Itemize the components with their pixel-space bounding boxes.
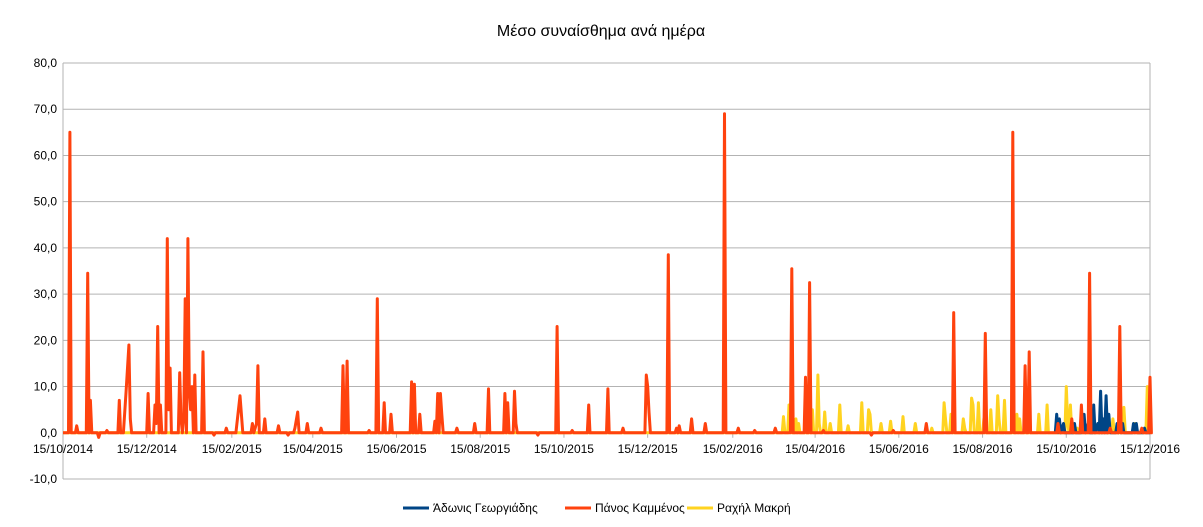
legend-label: Πάνος Καμμένος: [595, 501, 685, 515]
x-tick-label: 15/02/2015: [202, 442, 262, 456]
x-tick-label: 15/12/2016: [1120, 442, 1180, 456]
x-tick-label: 15/04/2015: [283, 442, 343, 456]
x-tick-label: 15/10/2016: [1036, 442, 1096, 456]
x-tick-label: 15/12/2014: [117, 442, 177, 456]
series-line-2: [63, 112, 1153, 439]
y-axis-tick-labels: -10,0 0,0 10,0 20,0 30,0 40,0 50,0 60,0 70,0 80,0: [30, 56, 58, 486]
legend-label: Άδωνις Γεωργιάδης: [433, 501, 538, 515]
y-tick-label: 40,0: [34, 241, 58, 255]
chart-title: Μέσο συναίσθημα ανά ημέρα: [497, 23, 705, 40]
y-tick-label: 60,0: [34, 148, 58, 162]
legend-label: Ραχήλ Μακρή: [717, 501, 791, 515]
x-tick-label: 15/08/2015: [450, 442, 510, 456]
y-tick-label: 50,0: [34, 195, 58, 209]
x-tick-label: 15/08/2016: [953, 442, 1013, 456]
y-tick-label: 0,0: [40, 426, 57, 440]
y-tick-label: 20,0: [34, 333, 58, 347]
y-tick-label: -10,0: [30, 472, 58, 486]
x-tick-label: 15/12/2015: [618, 442, 678, 456]
legend: Άδωνις Γεωργιάδης Πάνος Καμμένος Ραχήλ Μακ…: [403, 501, 791, 515]
x-axis-tick-labels: 15/10/2014 15/12/2014 15/02/2015 15/04/2015…: [33, 442, 1180, 456]
x-tick-label: 15/06/2015: [366, 442, 426, 456]
y-tick-label: 80,0: [34, 56, 58, 70]
y-tick-label: 10,0: [34, 380, 58, 394]
legend-item: Ραχήλ Μακρή: [687, 501, 791, 515]
x-tick-label: 15/10/2015: [534, 442, 594, 456]
x-tick-label: 15/04/2016: [785, 442, 845, 456]
legend-item: Πάνος Καμμένος: [565, 501, 685, 515]
legend-item: Άδωνις Γεωργιάδης: [403, 501, 538, 515]
series-lines: [63, 112, 1153, 439]
y-tick-label: 70,0: [34, 102, 58, 116]
x-tick-label: 15/06/2016: [869, 442, 929, 456]
y-tick-label: 30,0: [34, 287, 58, 301]
x-tick-label: 15/10/2014: [33, 442, 93, 456]
x-tick-label: 15/02/2016: [703, 442, 763, 456]
